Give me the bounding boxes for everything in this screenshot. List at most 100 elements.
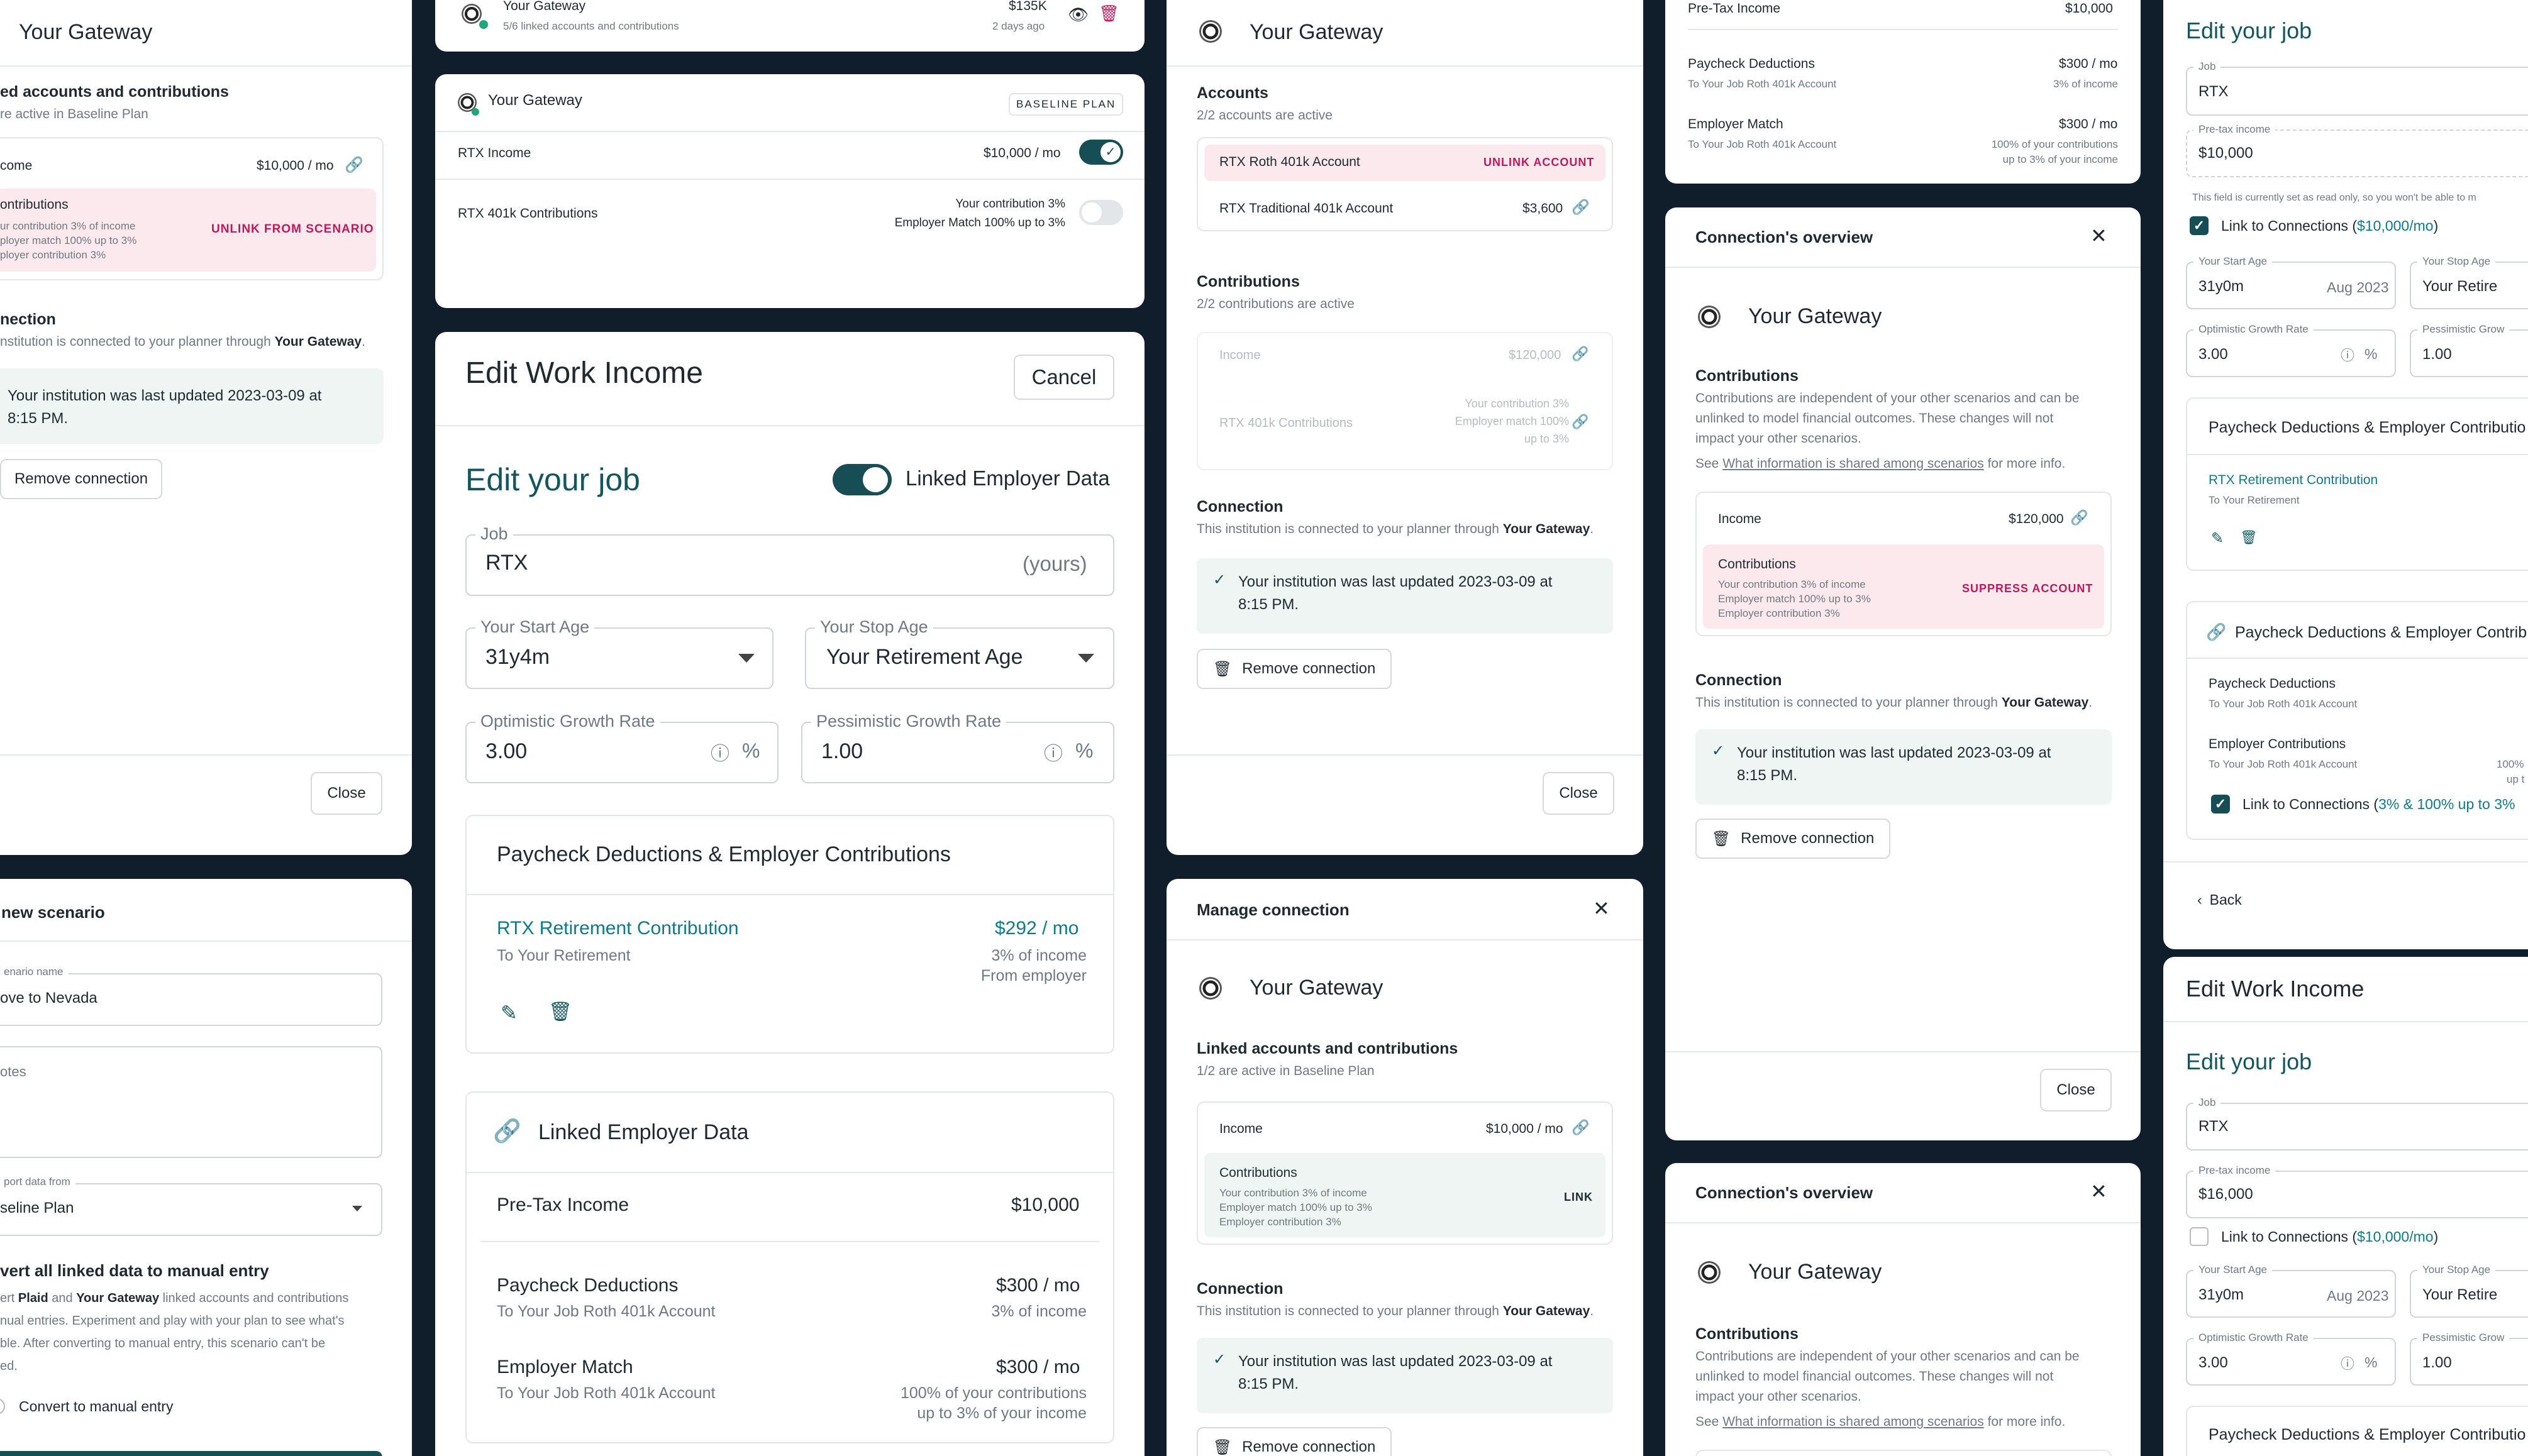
paycheck-deductions-target: To Your Job Roth 401k Account [2209, 698, 2358, 710]
start-age-field[interactable] [2186, 1270, 2396, 1318]
job-suffix: (yours) [1023, 552, 1087, 575]
trash-icon: 🗑 [1212, 1438, 1233, 1456]
pencil-icon[interactable]: ✎ [501, 1001, 518, 1024]
info-icon[interactable]: ⓘ [2341, 1356, 2355, 1372]
close-icon[interactable]: ✕ [1593, 897, 1610, 920]
traditional-account-value: $3,600 [1522, 201, 1563, 216]
cancel-button[interactable]: Cancel [1014, 355, 1114, 400]
suppress-account-button[interactable]: SUPPRESS ACCOUNT [1962, 582, 2093, 595]
close-icon[interactable]: ✕ [2090, 224, 2107, 247]
pencil-icon[interactable]: ✎ [2211, 530, 2224, 547]
back-button[interactable]: ‹ Back [2197, 891, 2242, 908]
job-field[interactable] [2186, 67, 2528, 116]
close-button[interactable]: Close [2040, 1069, 2112, 1111]
plan-badge: BASELINE PLAN [1009, 93, 1124, 116]
import-data-select[interactable] [0, 1183, 382, 1236]
eye-icon[interactable]: 👁 [1068, 5, 1089, 24]
description-line: Contributions are independent of your ot… [1695, 391, 2080, 405]
gateway-accounts-panel: Your Gateway Accounts 2/2 accounts are a… [1167, 0, 1643, 855]
job-field[interactable] [465, 534, 1114, 596]
pretax-label: Pre-Tax Income [1688, 1, 1781, 16]
gateway-summary-card[interactable]: Your Gateway 5/6 linked accounts and con… [435, 0, 1145, 52]
close-icon[interactable]: ✕ [2090, 1180, 2107, 1203]
checkmark-icon: ✓ [1712, 742, 1725, 759]
remove-connection-button[interactable]: 🗑 Remove connection [1197, 649, 1392, 689]
retirement-contribution-link[interactable]: RTX Retirement Contribution [2209, 473, 2378, 487]
description-line: unlinked to model financial outcomes. Th… [1695, 1369, 2054, 1384]
divider [2187, 454, 2528, 455]
accounts-subtitle: 2/2 accounts are active [1197, 108, 1333, 123]
roth-account-row [1204, 145, 1605, 181]
pessimistic-rate-field[interactable] [801, 722, 1114, 783]
close-button[interactable]: Close [311, 772, 382, 815]
employer-match-label: Employer Match [1688, 117, 1783, 131]
toggle-label: Linked Employer Data [906, 466, 1110, 490]
pessimistic-rate-value: 1.00 [821, 739, 863, 763]
info-icon[interactable]: ⓘ [2341, 348, 2355, 363]
contribution-source: From employer [980, 967, 1087, 984]
percent-unit: % [742, 739, 760, 762]
paycheck-deductions-percent: 3% of income [2053, 78, 2118, 90]
divider [1167, 65, 1643, 67]
start-age-field[interactable] [2186, 262, 2396, 309]
linked-employer-toggle[interactable] [833, 464, 892, 495]
radio-button[interactable] [0, 1398, 5, 1415]
link-icon[interactable]: 🔗 [1572, 1119, 1590, 1135]
primary-button[interactable] [0, 1451, 382, 1456]
unlink-from-scenario-button[interactable]: UNLINK FROM SCENARIO [211, 223, 374, 236]
pessimistic-rate-field[interactable] [2410, 1338, 2528, 1386]
stop-age-select[interactable] [805, 627, 1114, 689]
retirement-contribution-link[interactable]: RTX Retirement Contribution [497, 918, 739, 939]
unlink-account-button[interactable]: UNLINK ACCOUNT [1483, 156, 1595, 168]
field-label: Job [475, 524, 513, 544]
link-icon[interactable]: 🔗 [1572, 414, 1589, 429]
close-button[interactable]: Close [1543, 772, 1614, 815]
contribution-line: Employer match 100% up to 3% [1219, 1201, 1372, 1213]
edit-work-income-panel: Edit Work Income Cancel Edit your job Li… [435, 332, 1145, 1456]
info-icon[interactable]: ⓘ [711, 744, 729, 764]
linked-contributions-card [2186, 601, 2528, 840]
contributions-list [1197, 332, 1613, 470]
k401-toggle[interactable] [1079, 200, 1123, 225]
link-icon[interactable]: 🔗 [345, 157, 363, 174]
update-status-line: 8:15 PM. [1737, 767, 1798, 784]
pretax-field[interactable] [2186, 1171, 2528, 1218]
link-icon[interactable]: 🔗 [1572, 346, 1589, 361]
status-dot [479, 20, 488, 29]
trash-icon[interactable]: 🗑 [2240, 529, 2258, 545]
info-icon[interactable]: ⓘ [1044, 744, 1063, 764]
update-status-box [1695, 729, 2112, 805]
pretax-label: Pre-Tax Income [497, 1194, 629, 1215]
income-toggle[interactable]: ✓ [1079, 140, 1123, 165]
scenario-name-field[interactable] [0, 973, 382, 1026]
field-label: Optimistic Growth Rate [475, 712, 660, 731]
optimistic-rate-field[interactable] [465, 722, 779, 783]
remove-connection-button[interactable]: Remove connection [0, 459, 162, 499]
link-icon[interactable]: 🔗 [2070, 509, 2088, 526]
link-button[interactable]: LINK [1564, 1191, 1593, 1203]
notes-field[interactable] [0, 1046, 382, 1158]
card-title: Your Gateway [488, 92, 582, 109]
divider [0, 65, 412, 67]
start-age-select[interactable] [465, 627, 773, 689]
caret-down-icon [1078, 654, 1094, 663]
job-field[interactable] [2186, 1103, 2528, 1150]
panel-title: Manage connection [1197, 900, 1350, 919]
remove-connection-button[interactable]: 🗑 Remove connection [1197, 1427, 1392, 1456]
card-title: Your Gateway [503, 0, 586, 13]
shared-info-link[interactable]: What information is shared among scenari… [1722, 456, 1984, 471]
link-checkbox[interactable] [2190, 1227, 2209, 1246]
link-label: Link to Connections (3% & 100% up to 3% [2242, 796, 2515, 812]
status-dot [472, 108, 479, 116]
shared-info-link[interactable]: What information is shared among scenari… [1722, 1415, 1984, 1429]
link-icon[interactable]: 🔗 [1572, 199, 1590, 215]
link-checkbox[interactable]: ✓ [2190, 216, 2209, 235]
field-label: Job [2193, 1096, 2221, 1109]
trash-icon[interactable]: 🗑 [548, 1001, 573, 1022]
connection-subtitle: This institution is connected to your pl… [1197, 1304, 1594, 1318]
link-checkbox[interactable]: ✓ [2211, 795, 2230, 813]
remove-connection-button[interactable]: 🗑 Remove connection [1695, 819, 1890, 859]
contribution-amount: $292 / mo [995, 918, 1079, 939]
income-value: $120,000 [1509, 348, 1561, 362]
trash-icon[interactable]: 🗑 [1099, 4, 1120, 23]
